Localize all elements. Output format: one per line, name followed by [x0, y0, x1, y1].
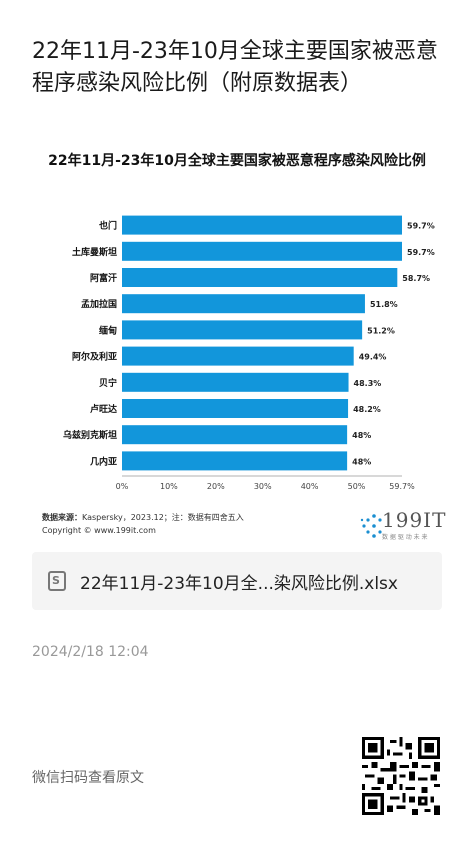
read-original-text: 微信扫码查看原文: [32, 770, 144, 786]
bar: [122, 346, 354, 366]
category-label: 阿尔及利亚: [72, 351, 117, 363]
category-label: 也门: [99, 220, 117, 232]
bar: [122, 372, 349, 392]
article-title: 22年11月-23年10月全球主要国家被恶意程序感染风险比例（附原数据表）: [32, 39, 438, 96]
value-label: 49.4%: [359, 353, 387, 362]
value-label: 48%: [352, 457, 371, 466]
publish-date: 2024/2/18 12:04: [32, 644, 149, 660]
x-tick-label: 40%: [301, 482, 319, 491]
category-label: 阿富汗: [90, 272, 117, 284]
x-tick-label: 10%: [160, 482, 178, 491]
source-label: 数据来源：: [42, 513, 82, 522]
category-label: 贝宁: [99, 377, 117, 389]
value-label: 51.2%: [367, 326, 395, 335]
value-label: 51.8%: [370, 300, 398, 309]
category-label: 几内亚: [90, 455, 117, 467]
category-label: 乌兹别克斯坦: [63, 429, 117, 441]
value-label: 48.3%: [354, 379, 382, 388]
value-label: 59.7%: [407, 222, 435, 231]
logo-text: 199IT: [382, 508, 447, 532]
value-label: 58.7%: [402, 274, 430, 283]
source-text: Kaspersky，2023.12；注：数据有四舍五入: [82, 513, 244, 522]
attachment-card[interactable]: 22年11月-23年10月全...染风险比例.xlsx: [32, 552, 442, 610]
spreadsheet-icon: [48, 571, 66, 591]
x-tick-label: 30%: [254, 482, 272, 491]
logo-subtitle: 数 据 驱 动 未 来: [382, 534, 428, 541]
bar: [122, 294, 365, 314]
copyright-line: Copyright © www.199it.com: [42, 526, 156, 535]
x-tick-label: 59.7%: [389, 482, 415, 491]
bar: [122, 241, 402, 261]
bar: [122, 425, 348, 445]
category-label: 缅甸: [99, 324, 117, 336]
value-label: 48.2%: [353, 405, 381, 414]
x-tick-label: 50%: [348, 482, 366, 491]
bar: [122, 320, 363, 340]
attachment-name[interactable]: 22年11月-23年10月全...染风险比例.xlsx: [80, 573, 398, 594]
bar: [122, 268, 398, 287]
qr-code-icon[interactable]: [362, 737, 440, 815]
source-line: 数据来源：Kaspersky，2023.12；注：数据有四舍五入: [42, 512, 244, 523]
bar: [122, 399, 349, 418]
bar: [122, 451, 348, 471]
x-tick-label: 0%: [116, 482, 129, 491]
value-label: 48%: [352, 431, 371, 440]
category-label: 孟加拉国: [81, 298, 117, 310]
x-tick-label: 20%: [207, 482, 225, 491]
bar: [122, 215, 402, 235]
category-label: 土库曼斯坦: [72, 246, 117, 258]
value-label: 59.7%: [407, 248, 435, 257]
chart-title: 22年11月-23年10月全球主要国家被恶意程序感染风险比例: [48, 153, 426, 169]
bar-chart: 也门 59.7% 土库曼斯坦 59.7% 阿富汗 58.7% 孟加拉国 51.8% 缅甸 51.2…: [63, 215, 435, 491]
logo-icon: [360, 514, 382, 538]
category-label: 卢旺达: [90, 403, 117, 415]
